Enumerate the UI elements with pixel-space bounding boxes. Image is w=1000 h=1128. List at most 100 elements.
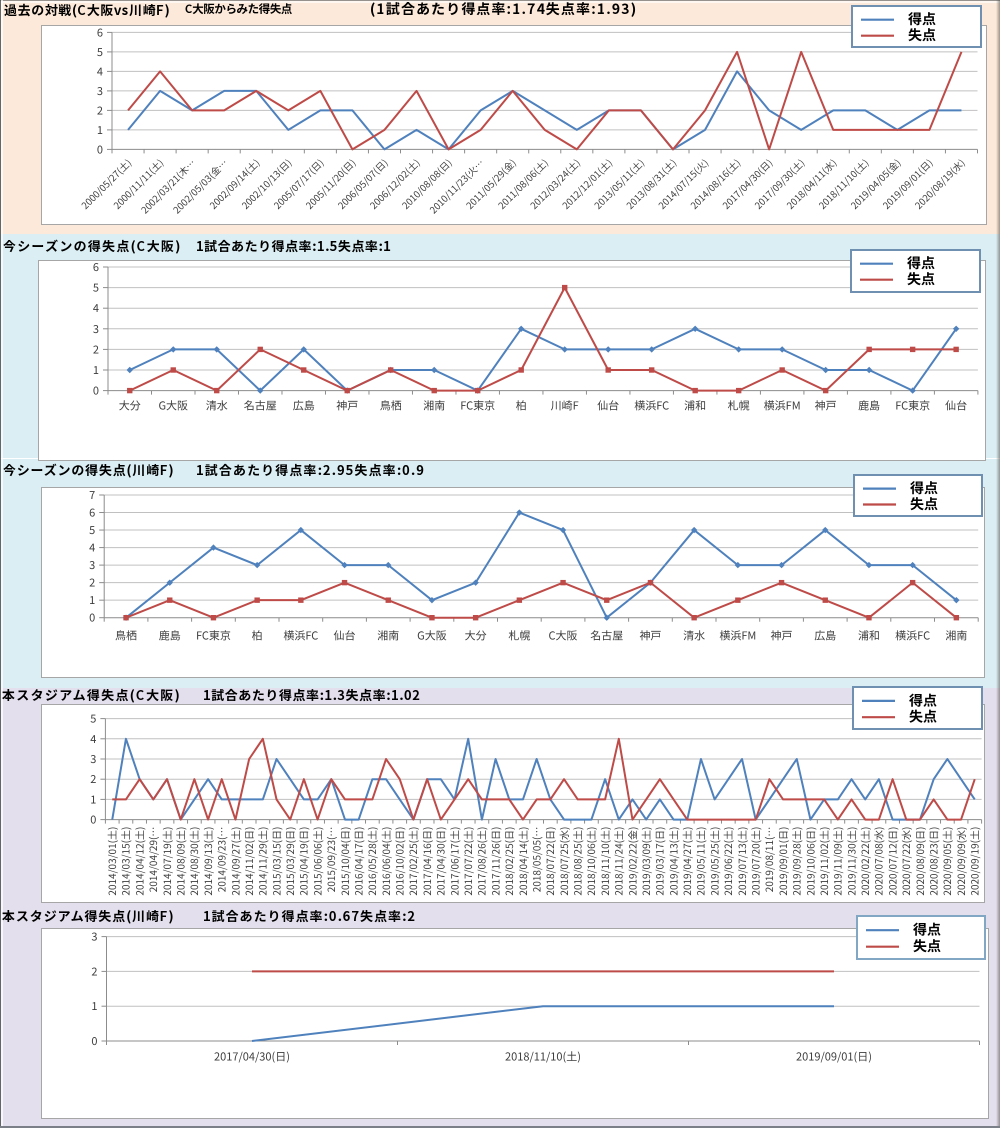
svg-text:G大阪: G大阪 (417, 628, 447, 644)
svg-text:2014/03/15(土): 2014/03/15(土) (118, 827, 133, 896)
svg-text:2016/05/28(土): 2016/05/28(土) (364, 827, 379, 896)
svg-text:3: 3 (93, 321, 99, 337)
svg-text:2014/08/30(土): 2014/08/30(土) (186, 827, 201, 896)
svg-text:2017/06/17(土): 2017/06/17(土) (446, 827, 461, 896)
svg-text:5: 5 (89, 522, 95, 538)
svg-text:6: 6 (89, 505, 95, 521)
svg-text:2019/04/27(土): 2019/04/27(土) (679, 827, 694, 896)
svg-text:横浜FM: 横浜FM (764, 398, 801, 414)
svg-text:2019/09/01(日): 2019/09/01(日) (796, 1049, 872, 1065)
svg-text:2020/02/22(土): 2020/02/22(土) (857, 827, 872, 896)
svg-text:2015/03/29(日): 2015/03/29(日) (282, 827, 297, 896)
svg-text:FC東京: FC東京 (196, 628, 231, 644)
svg-text:2020/07/08(水): 2020/07/08(水) (871, 827, 886, 896)
svg-text:2019/08/11(…: 2019/08/11(… (761, 827, 776, 893)
svg-text:2017/08/26(土): 2017/08/26(土) (474, 827, 489, 896)
svg-text:2015/06/06(土): 2015/06/06(土) (309, 827, 324, 896)
svg-text:2018/11/24(土): 2018/11/24(土) (611, 827, 626, 896)
svg-text:名古屋: 名古屋 (590, 628, 623, 644)
svg-text:2017/11/26(日): 2017/11/26(日) (487, 827, 502, 896)
svg-text:2019/03/09(土): 2019/03/09(土) (638, 827, 653, 896)
svg-text:2019/03/17(日): 2019/03/17(日) (652, 827, 667, 896)
svg-text:得点: 得点 (907, 253, 935, 273)
svg-text:2017/07/22(土): 2017/07/22(土) (460, 827, 475, 896)
svg-text:2019/10/06(日): 2019/10/06(日) (802, 827, 817, 896)
svg-text:2015/09/23(…: 2015/09/23(… (323, 827, 338, 893)
svg-text:鳥栖: 鳥栖 (380, 398, 402, 414)
svg-text:横浜FC: 横浜FC (283, 628, 318, 644)
svg-text:失点: 失点 (908, 25, 936, 45)
svg-text:失点: 失点 (913, 936, 941, 956)
svg-text:鹿島: 鹿島 (858, 398, 880, 414)
svg-text:失点: 失点 (907, 269, 935, 289)
svg-text:2019/07/20(土): 2019/07/20(土) (748, 827, 763, 896)
svg-text:1: 1 (89, 592, 95, 608)
svg-text:札幌: 札幌 (728, 398, 750, 414)
svg-text:3: 3 (89, 557, 95, 573)
svg-text:2020/09/19(土): 2020/09/19(土) (967, 827, 982, 896)
svg-text:2018/02/25(日): 2018/02/25(日) (501, 827, 516, 896)
svg-text:神戸: 神戸 (336, 398, 358, 414)
svg-text:2017/04/30(日): 2017/04/30(日) (433, 827, 448, 896)
svg-text:2019/11/02(土): 2019/11/02(土) (816, 827, 831, 896)
svg-text:2016/10/02(日): 2016/10/02(日) (392, 827, 407, 896)
svg-text:湘南: 湘南 (945, 628, 967, 644)
svg-text:2020/08/09(日): 2020/08/09(日) (912, 827, 927, 896)
svg-text:2018/11/10(土): 2018/11/10(土) (597, 827, 612, 896)
svg-text:2019/11/30(土): 2019/11/30(土) (843, 827, 858, 896)
svg-text:2016/06/04(土): 2016/06/04(土) (378, 827, 393, 896)
svg-text:得点: 得点 (909, 691, 937, 711)
svg-text:2020/07/22(水): 2020/07/22(水) (898, 827, 913, 896)
svg-text:2017/04/30(日): 2017/04/30(日) (214, 1049, 290, 1065)
svg-text:2019/09/28(土): 2019/09/28(土) (789, 827, 804, 896)
svg-text:名古屋: 名古屋 (244, 398, 277, 414)
svg-text:広島: 広島 (814, 628, 836, 644)
svg-text:2014/09/13(土): 2014/09/13(土) (200, 827, 215, 896)
svg-text:得点: 得点 (910, 478, 938, 498)
svg-text:2: 2 (91, 963, 97, 979)
svg-text:浦和: 浦和 (858, 628, 880, 644)
svg-text:2020/07/12(日): 2020/07/12(日) (884, 827, 899, 896)
svg-text:浦和: 浦和 (684, 398, 706, 414)
svg-text:2019/06/22(土): 2019/06/22(土) (720, 827, 735, 896)
svg-text:0: 0 (97, 141, 103, 157)
svg-text:得点: 得点 (908, 9, 936, 29)
svg-text:FC東京: FC東京 (460, 398, 495, 414)
svg-text:2018/08/25(土): 2018/08/25(土) (570, 827, 585, 896)
svg-text:2019/07/13(土): 2019/07/13(土) (734, 827, 749, 896)
svg-text:仙台: 仙台 (334, 628, 356, 644)
svg-text:2017/02/25(土): 2017/02/25(土) (405, 827, 420, 896)
svg-text:神戸: 神戸 (815, 398, 837, 414)
svg-text:大分: 大分 (465, 628, 487, 644)
svg-text:清水: 清水 (683, 628, 705, 644)
svg-text:湘南: 湘南 (377, 628, 399, 644)
svg-text:湘南: 湘南 (423, 398, 445, 414)
svg-text:札幌: 札幌 (508, 628, 530, 644)
svg-text:2014/09/23(…: 2014/09/23(… (214, 827, 229, 893)
svg-text:2: 2 (93, 341, 99, 357)
svg-text:2: 2 (90, 771, 96, 787)
svg-text:4: 4 (93, 300, 99, 316)
svg-text:仙台: 仙台 (945, 398, 967, 414)
svg-text:横浜FC: 横浜FC (634, 398, 669, 414)
svg-text:C大阪: C大阪 (549, 628, 578, 644)
svg-text:4: 4 (97, 63, 103, 79)
svg-text:2018/04/14(土): 2018/04/14(土) (515, 827, 530, 896)
svg-text:3: 3 (90, 751, 96, 767)
svg-text:2020/09/09(水): 2020/09/09(水) (953, 827, 968, 896)
svg-text:2020/09/05(土): 2020/09/05(土) (939, 827, 954, 896)
svg-text:4: 4 (90, 731, 96, 747)
svg-text:柏: 柏 (252, 628, 263, 644)
svg-text:3: 3 (97, 83, 103, 99)
svg-text:1: 1 (91, 998, 97, 1014)
svg-text:鹿島: 鹿島 (159, 628, 181, 644)
svg-text:2015/04/19(日): 2015/04/19(日) (296, 827, 311, 896)
svg-text:2014/04/12(土): 2014/04/12(土) (131, 827, 146, 896)
svg-text:2017/04/16(日): 2017/04/16(日) (419, 827, 434, 896)
svg-text:仙台: 仙台 (597, 398, 619, 414)
svg-text:0: 0 (90, 812, 96, 828)
svg-text:5: 5 (97, 44, 103, 60)
svg-text:6: 6 (97, 24, 103, 40)
svg-text:大分: 大分 (119, 398, 141, 414)
svg-text:2014/03/01(土): 2014/03/01(土) (104, 827, 119, 896)
